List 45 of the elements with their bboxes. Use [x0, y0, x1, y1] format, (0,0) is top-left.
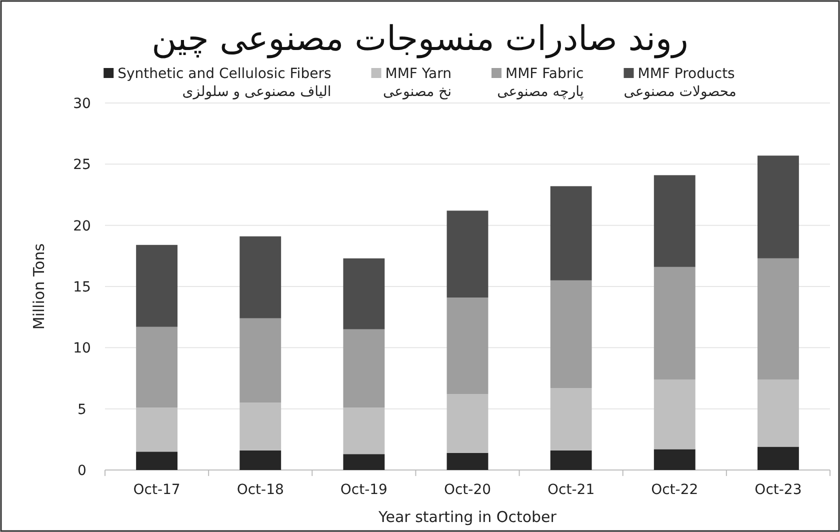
chart-title: روند صادرات منسوجات مصنوعی چین — [152, 19, 688, 59]
x-axis-title: Year starting in October — [378, 508, 558, 526]
bar — [240, 236, 282, 318]
bar — [550, 186, 592, 280]
x-tick-label: Oct-20 — [444, 482, 492, 498]
bar — [446, 452, 488, 470]
x-tick-label: Oct-21 — [548, 482, 595, 498]
y-tick-label: 10 — [73, 340, 91, 357]
bar — [654, 175, 696, 267]
x-tick-label: Oct-19 — [340, 482, 388, 498]
bar — [550, 280, 592, 388]
bar — [446, 298, 488, 394]
x-tick-label: Oct-17 — [133, 482, 180, 498]
bar — [654, 449, 696, 470]
y-tick-label: 5 — [78, 402, 86, 418]
bar — [136, 452, 178, 470]
bar — [343, 329, 385, 408]
bar — [343, 408, 385, 454]
bar — [136, 408, 178, 452]
y-tick-label: 15 — [73, 280, 91, 296]
bar — [446, 210, 488, 298]
y-tick-label: 20 — [73, 218, 91, 234]
bar — [343, 258, 385, 330]
bar — [758, 258, 799, 380]
x-tick-label: Oct-23 — [754, 482, 802, 498]
x-tick-label: Oct-18 — [236, 482, 284, 498]
bar — [240, 450, 282, 470]
bar — [654, 379, 696, 450]
bar — [550, 450, 592, 470]
y-tick-label: 0 — [78, 463, 86, 479]
bar — [550, 388, 592, 450]
bar — [240, 402, 282, 450]
bar — [136, 326, 178, 408]
y-tick-label: 25 — [73, 157, 91, 174]
y-axis-title: Million Tons — [30, 243, 48, 330]
bar — [758, 379, 799, 447]
y-tick-label: 30 — [73, 96, 91, 112]
bar — [446, 394, 488, 453]
bar — [758, 156, 799, 258]
bar — [758, 446, 799, 470]
bar — [136, 244, 178, 327]
bar — [240, 318, 282, 403]
bar — [654, 266, 696, 380]
bar — [343, 454, 385, 470]
x-tick-label: Oct-22 — [651, 482, 698, 498]
